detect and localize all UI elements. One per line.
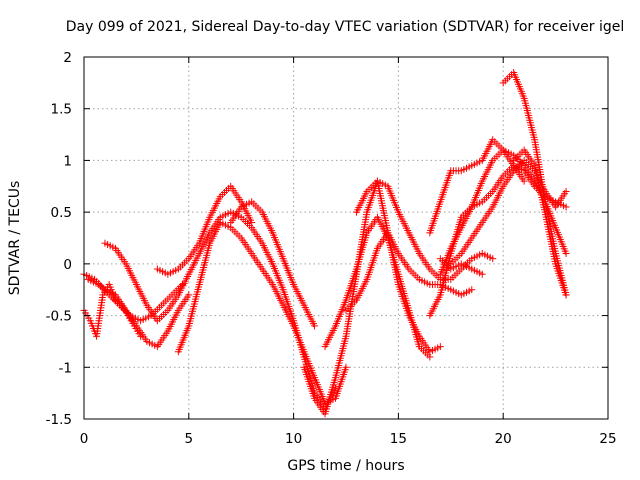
data-point <box>562 203 570 211</box>
data-point <box>562 291 570 299</box>
y-tick-label: 0 <box>63 257 72 273</box>
y-tick-label: -1.5 <box>46 412 72 428</box>
y-tick-label: 1.5 <box>51 102 72 118</box>
chart-title: Day 099 of 2021, Sidereal Day-to-day VTE… <box>66 19 625 35</box>
axis-ticks <box>83 56 609 420</box>
y-tick-label: 1 <box>63 153 72 169</box>
data-point <box>489 255 497 263</box>
x-tick-label: 10 <box>285 431 302 447</box>
y-tick-label: -1 <box>59 360 72 376</box>
x-tick-label: 20 <box>495 431 512 447</box>
x-tick-label: 0 <box>80 431 89 447</box>
x-tick-label: 15 <box>390 431 407 447</box>
data-points <box>80 69 570 418</box>
y-axis-title: SDTVAR / TECUs <box>7 181 23 296</box>
plot-frame <box>83 56 609 420</box>
series-sat-14 <box>426 136 528 237</box>
data-point <box>185 291 193 299</box>
series-sat-08 <box>300 177 444 418</box>
data-point <box>436 343 444 351</box>
x-axis-title: GPS time / hours <box>287 458 404 474</box>
data-point <box>248 218 256 226</box>
series-sat-17 <box>447 156 570 268</box>
y-tick-label: -0.5 <box>46 309 72 325</box>
series-sat-09 <box>321 213 434 361</box>
series-sat-11 <box>352 177 497 283</box>
x-tick-label: 25 <box>599 431 616 447</box>
y-tick-labels: -1.5 -1 -0.5 0 0.5 1 1.5 2 <box>46 50 72 428</box>
series-sat-06 <box>174 218 350 407</box>
data-point <box>342 363 350 371</box>
data-point <box>426 353 434 361</box>
series-sat-04 <box>101 208 340 413</box>
y-tick-label: 2 <box>63 50 72 66</box>
series-sat-03 <box>84 275 187 325</box>
series-sat-05 <box>153 182 256 278</box>
series-sat-18 <box>436 255 486 278</box>
x-tick-labels: 0 5 10 15 20 25 <box>80 431 617 447</box>
data-point <box>520 177 528 185</box>
x-tick-label: 5 <box>185 431 194 447</box>
grid-lines <box>84 57 608 419</box>
y-tick-label: 0.5 <box>51 205 72 221</box>
data-point <box>562 250 570 258</box>
series-sat-01 <box>80 281 145 340</box>
series-sat-12 <box>426 162 570 320</box>
data-point <box>468 286 476 294</box>
series-sat-07 <box>227 198 319 330</box>
data-point <box>562 187 570 195</box>
data-point <box>311 322 319 330</box>
data-point <box>478 270 486 278</box>
